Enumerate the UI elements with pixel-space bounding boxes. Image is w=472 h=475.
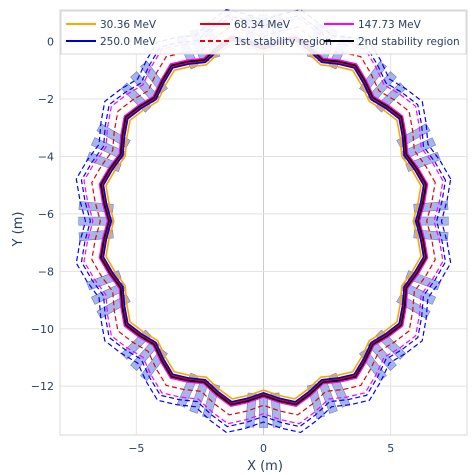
x-tick-labels: −5 0 5 xyxy=(128,442,394,455)
legend-label: 1st stability region xyxy=(234,36,332,48)
magnet-slab xyxy=(91,137,126,160)
legend-label: 2nd stability region xyxy=(358,36,460,48)
legend-box xyxy=(60,10,467,55)
y-tick-label: −10 xyxy=(31,323,54,336)
series-line xyxy=(102,39,425,403)
y-axis-title: Y (m) xyxy=(11,212,26,248)
legend-label: 30.36 MeV xyxy=(100,19,157,31)
legend-label: 68.34 MeV xyxy=(234,19,291,31)
series-line xyxy=(105,42,422,400)
magnet-slab xyxy=(401,137,437,160)
magnet-slab xyxy=(401,282,436,305)
y-tick-label: −2 xyxy=(38,93,54,106)
x-tick-label: 0 xyxy=(260,442,267,455)
x-tick-label: 5 xyxy=(387,442,394,455)
magnet-slab xyxy=(414,216,449,226)
x-axis-title: X (m) xyxy=(247,459,283,474)
y-tick-label: 0 xyxy=(47,36,54,49)
y-tick-labels: 0 −2 −4 −6 −8 −10 −12 xyxy=(31,36,54,394)
x-tick-label: −5 xyxy=(128,442,144,455)
magnet-slab xyxy=(91,282,126,305)
y-tick-label: −4 xyxy=(38,150,54,163)
y-tick-label: −6 xyxy=(38,208,54,221)
y-tick-label: −8 xyxy=(38,265,54,278)
y-tick-label: −12 xyxy=(31,380,54,393)
magnet-slab xyxy=(78,216,113,226)
legend: 30.36 MeV 68.34 MeV 147.73 MeV 250.0 MeV 1st… xyxy=(60,10,467,55)
legend-label: 147.73 MeV xyxy=(358,19,422,31)
legend-label: 250.0 MeV xyxy=(100,36,157,48)
